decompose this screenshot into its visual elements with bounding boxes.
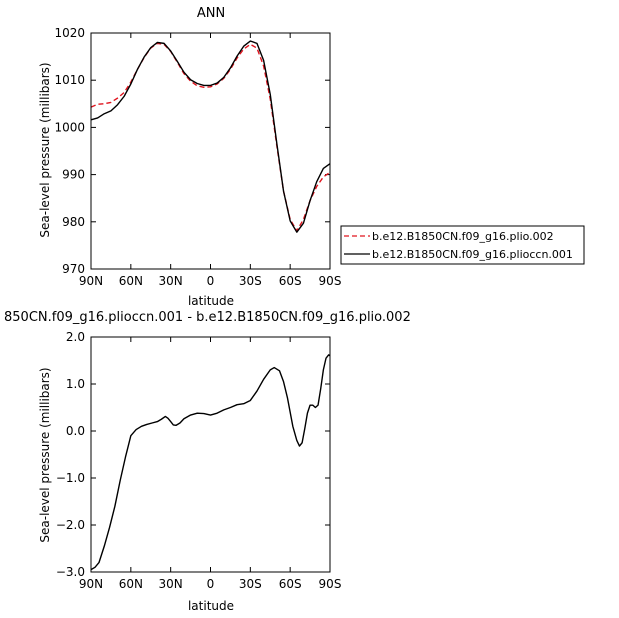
- bottom-chart-series: [90, 354, 331, 571]
- top-chart-xlabel: latitude: [188, 294, 234, 308]
- bottom-chart-ylabel: Sea-level pressure (millibars): [38, 367, 52, 542]
- bottom-x-tick-label: 60S: [279, 577, 302, 591]
- bottom-x-tick-label: 90S: [319, 577, 342, 591]
- bottom-y-tick-label: −2.0: [56, 518, 85, 532]
- top-y-tick-label: 1010: [54, 73, 85, 87]
- bottom-y-tick-label: −3.0: [56, 565, 85, 579]
- top-chart-plot-frame: [90, 32, 331, 270]
- bottom-y-tick-label: 1.0: [66, 377, 85, 391]
- top-series-line-1: [90, 40, 331, 233]
- top-y-tick-label: 970: [62, 262, 85, 276]
- bottom-chart: 850CN.f09_g16.plioccn.001 - b.e12.B1850C…: [4, 310, 411, 613]
- legend: b.e12.B1850CN.f09_g16.plio.002 b.e12.B18…: [340, 225, 585, 265]
- top-y-tick-label: 980: [62, 215, 85, 229]
- top-chart: ANN Sea-level pressure (millibars) latit…: [38, 6, 341, 308]
- legend-label-plioccn: b.e12.B1850CN.f09_g16.plioccn.001: [372, 248, 573, 261]
- bottom-y-tick-label: −1.0: [56, 471, 85, 485]
- bottom-series-line-0: [90, 354, 331, 571]
- bottom-x-tick-label: 60N: [119, 577, 143, 591]
- top-x-tick-label: 60S: [279, 274, 302, 288]
- bottom-chart-x-ticks: 90N 60N 30N 0 30S 60S 90S: [79, 337, 342, 591]
- top-x-tick-label: 30N: [159, 274, 183, 288]
- bottom-chart-y-ticks: −3.0 −2.0 −1.0 0.0 1.0 2.0: [56, 330, 330, 579]
- bottom-chart-plot-frame: [90, 336, 331, 573]
- bottom-y-tick-label: 2.0: [66, 330, 85, 344]
- top-x-tick-label: 90N: [79, 274, 103, 288]
- legend-box: [340, 225, 585, 265]
- top-chart-series: [90, 40, 331, 233]
- legend-label-plio: b.e12.B1850CN.f09_g16.plio.002: [372, 230, 554, 243]
- top-y-tick-label: 1000: [54, 120, 85, 134]
- top-x-tick-label: 60N: [119, 274, 143, 288]
- top-y-tick-label: 1020: [54, 26, 85, 40]
- bottom-x-tick-label: 30S: [239, 577, 262, 591]
- bottom-x-tick-label: 30N: [159, 577, 183, 591]
- top-series-line-0: [90, 42, 331, 232]
- bottom-chart-title: 850CN.f09_g16.plioccn.001 - b.e12.B1850C…: [4, 310, 411, 325]
- top-chart-ylabel: Sea-level pressure (millibars): [38, 62, 52, 237]
- top-x-tick-label: 0: [207, 274, 215, 288]
- bottom-chart-xlabel: latitude: [188, 599, 234, 613]
- top-x-tick-label: 90S: [319, 274, 342, 288]
- top-x-tick-label: 30S: [239, 274, 262, 288]
- top-chart-title: ANN: [197, 6, 225, 21]
- top-chart-x-ticks: 90N 60N 30N 0 30S 60S 90S: [79, 33, 342, 288]
- bottom-x-tick-label: 0: [207, 577, 215, 591]
- bottom-y-tick-label: 0.0: [66, 424, 85, 438]
- top-y-tick-label: 990: [62, 168, 85, 182]
- top-chart-y-ticks: 970 980 990 1000 1010 1020: [54, 26, 330, 276]
- bottom-x-tick-label: 90N: [79, 577, 103, 591]
